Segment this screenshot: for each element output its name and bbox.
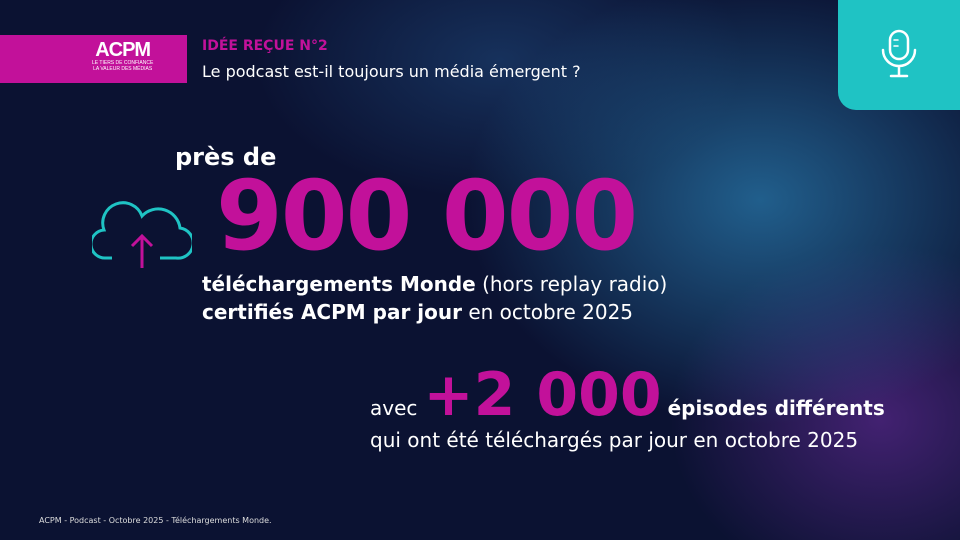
logo-text: ACPM xyxy=(95,39,151,61)
logo-tagline: LE TIERS DE CONFIANCE xyxy=(92,60,154,66)
stat2-value: +2 000 xyxy=(423,360,662,430)
stat1-prefix: près de xyxy=(175,143,277,171)
microphone-icon xyxy=(881,29,917,78)
cloud-download-icon xyxy=(92,201,192,268)
question: Le podcast est-il toujours un média émer… xyxy=(202,62,581,81)
brand-band xyxy=(0,35,187,83)
stat1-line1-rest: (hors replay radio) xyxy=(475,272,668,296)
stat1-line2-rest: en octobre 2025 xyxy=(461,300,634,324)
stat1-line2: certifiés ACPM par jour en octobre 2025 xyxy=(202,300,633,324)
acpm-logo: ACPM LE TIERS DE CONFIANCE LA VALEUR DES… xyxy=(92,40,153,72)
stat1-line2-bold: certifiés ACPM par jour xyxy=(202,300,462,324)
kicker: IDÉE REÇUE N°2 xyxy=(202,38,328,54)
stat2: avec +2 000 épisodes différents xyxy=(370,365,885,425)
mic-badge xyxy=(838,0,960,110)
stat1-value: 900 000 xyxy=(216,160,638,272)
stat2-line2: qui ont été téléchargés par jour en octo… xyxy=(370,428,859,452)
stat2-prefix: avec xyxy=(370,396,418,420)
logo-tagline: LA VALEUR DES MÉDIAS xyxy=(93,66,153,72)
stat1-line1-bold: téléchargements Monde xyxy=(202,272,476,296)
footer-source: ACPM - Podcast - Octobre 2025 - Téléchar… xyxy=(39,516,272,525)
stat2-suffix: épisodes différents xyxy=(667,396,885,420)
stat1-line1: téléchargements Monde (hors replay radio… xyxy=(202,272,667,296)
